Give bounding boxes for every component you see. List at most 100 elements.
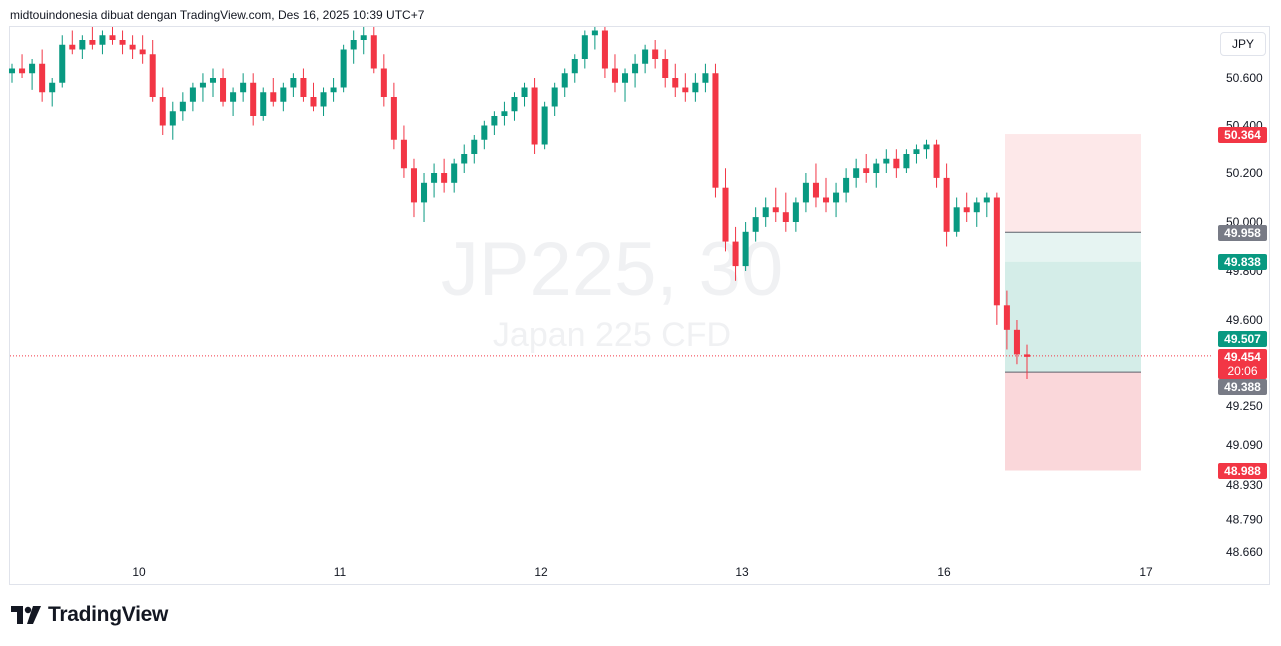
- candle: [581, 30, 588, 69]
- candle-body: [812, 182, 819, 198]
- candle-body: [501, 111, 508, 116]
- candle: [270, 78, 277, 107]
- candle-body: [149, 54, 156, 97]
- candle-body: [119, 40, 126, 45]
- candle-body: [280, 87, 287, 102]
- candle: [551, 82, 558, 116]
- candle-body: [8, 68, 16, 74]
- candle: [963, 192, 970, 222]
- price-labels: 50.36449.95849.83849.50749.45420:0649.38…: [1218, 127, 1267, 479]
- candle: [611, 54, 618, 93]
- candle-body: [873, 163, 880, 173]
- price-badge-bg: [1218, 331, 1267, 347]
- candle: [772, 187, 779, 222]
- candle-body: [742, 231, 749, 267]
- time-tick-label: 11: [334, 565, 347, 579]
- candle-body: [933, 144, 940, 178]
- candle-body: [521, 87, 528, 97]
- candle: [360, 27, 367, 55]
- candle: [732, 226, 739, 281]
- candle-body: [59, 44, 66, 83]
- price-badge-bg: [1218, 127, 1267, 143]
- candle: [752, 207, 759, 242]
- candle: [189, 82, 196, 112]
- candle: [541, 101, 548, 150]
- candle-body: [581, 35, 588, 59]
- candle: [471, 135, 478, 164]
- candle: [692, 73, 699, 102]
- price-axis[interactable]: 50.60050.40050.20050.00049.80049.60049.2…: [1226, 71, 1263, 559]
- candle: [601, 27, 608, 78]
- candle: [441, 158, 448, 193]
- time-tick-label: 17: [1139, 565, 1153, 579]
- candle: [260, 87, 267, 121]
- candle: [491, 111, 498, 135]
- candle-body: [461, 154, 468, 164]
- tradingview-logo[interactable]: TradingView: [11, 603, 168, 627]
- price-tick-label: 49.090: [1226, 438, 1263, 452]
- candle-body: [632, 63, 639, 74]
- tradingview-logo-text: TradingView: [48, 603, 169, 626]
- watermark-symbol: JP225, 30: [441, 227, 783, 312]
- candle-body: [230, 92, 237, 102]
- candle-body: [179, 101, 186, 112]
- candle-body: [611, 68, 618, 83]
- candle-body: [139, 49, 146, 55]
- price-badge-value: 49.958: [1224, 226, 1261, 240]
- candle-body: [551, 87, 558, 107]
- candle-body: [300, 78, 307, 97]
- long-position-tool[interactable]: [1005, 134, 1141, 471]
- currency-selector[interactable]: JPY: [1220, 32, 1266, 56]
- candle-body: [712, 73, 719, 188]
- chart-pane[interactable]: [9, 26, 1270, 585]
- candle: [119, 30, 126, 55]
- price-tick-label: 48.930: [1226, 478, 1263, 492]
- candle-body: [672, 78, 679, 88]
- candle-body: [320, 92, 327, 107]
- candle-body: [913, 149, 920, 154]
- price-badge-level: 49.507: [1218, 331, 1267, 347]
- candle: [290, 73, 297, 97]
- candle-body: [491, 116, 498, 126]
- candle-body: [752, 217, 759, 232]
- candle: [199, 73, 206, 102]
- candle: [933, 139, 940, 188]
- candle: [179, 92, 186, 121]
- candle: [8, 63, 16, 83]
- candle: [300, 68, 307, 102]
- candle-body: [772, 207, 779, 213]
- price-badge-bg: [1218, 225, 1267, 241]
- candle-body: [682, 87, 689, 93]
- candle-body: [270, 92, 277, 102]
- candle-body: [129, 44, 136, 50]
- candle-body: [883, 158, 890, 164]
- price-badge-value: 50.364: [1224, 128, 1261, 142]
- candle: [220, 68, 227, 107]
- time-tick-label: 10: [132, 565, 146, 579]
- candle-body: [863, 168, 870, 173]
- candle: [149, 40, 156, 102]
- candle: [762, 197, 769, 227]
- candle: [591, 27, 598, 50]
- price-badge-value: 48.988: [1224, 464, 1261, 478]
- candle: [642, 44, 649, 74]
- candle-body: [662, 59, 669, 78]
- price-badge-value: 49.388: [1224, 380, 1261, 394]
- candle-body: [541, 106, 548, 145]
- candle-body: [169, 111, 176, 126]
- time-tick-label: 13: [735, 565, 749, 579]
- price-badge-level: 49.958: [1218, 225, 1267, 241]
- time-axis[interactable]: 10 11 12 13 16 17: [132, 565, 1153, 579]
- candle: [722, 168, 729, 252]
- price-tick-label: 50.200: [1226, 166, 1263, 180]
- candle-body: [782, 212, 789, 222]
- candle: [49, 78, 56, 107]
- candle: [29, 59, 36, 90]
- candle-body: [19, 68, 26, 74]
- candle: [511, 92, 518, 121]
- candle: [863, 154, 870, 183]
- price-badge-bg: [1218, 379, 1267, 395]
- candle-body: [943, 177, 950, 232]
- candle: [571, 54, 578, 83]
